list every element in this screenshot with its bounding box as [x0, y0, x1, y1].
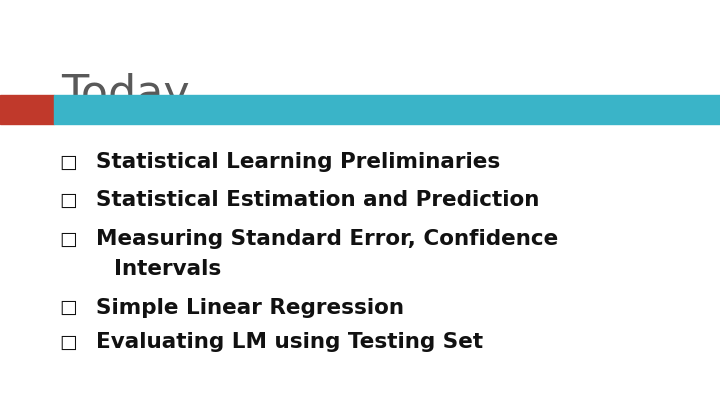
Text: □: □: [59, 230, 77, 248]
Text: Statistical Learning Preliminaries: Statistical Learning Preliminaries: [96, 152, 500, 172]
Bar: [54, 95, 720, 124]
Text: □: □: [59, 191, 77, 210]
Text: Evaluating LM using Testing Set: Evaluating LM using Testing Set: [96, 332, 484, 352]
Bar: [0, 95, 54, 124]
Text: Simple Linear Regression: Simple Linear Regression: [96, 298, 405, 318]
Text: Measuring Standard Error, Confidence: Measuring Standard Error, Confidence: [96, 229, 559, 249]
Text: Today: Today: [61, 73, 190, 116]
Text: □: □: [59, 153, 77, 171]
Text: □: □: [59, 298, 77, 317]
Text: Intervals: Intervals: [114, 259, 222, 279]
Text: □: □: [59, 333, 77, 352]
Text: Statistical Estimation and Prediction: Statistical Estimation and Prediction: [96, 190, 540, 211]
